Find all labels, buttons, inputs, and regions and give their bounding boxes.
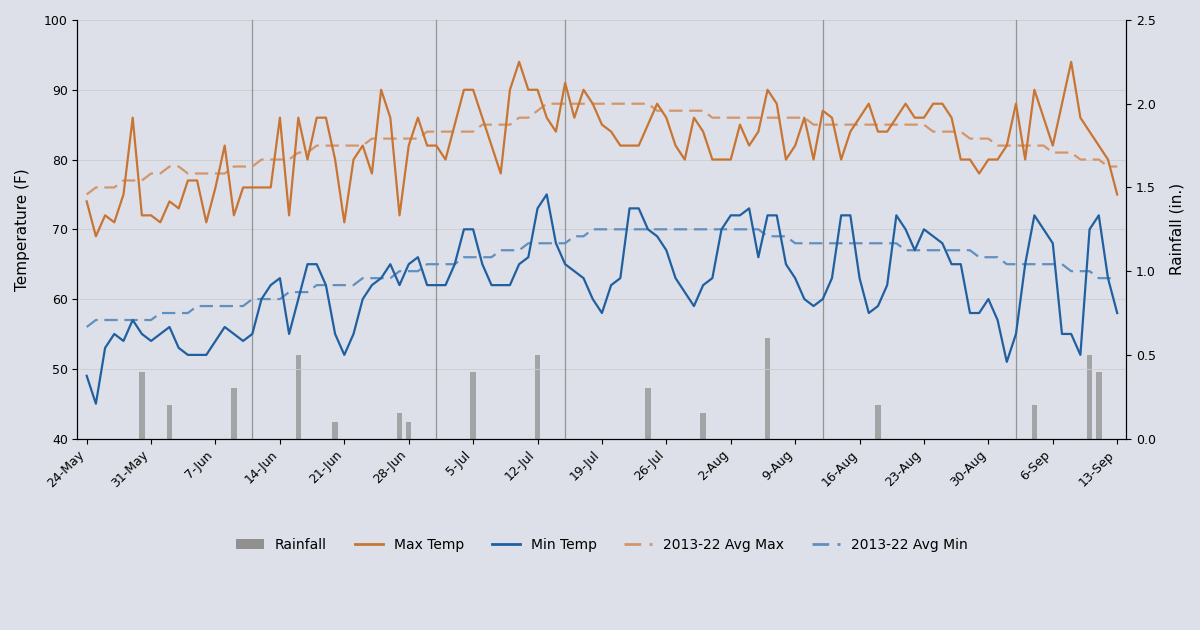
Bar <box>406 422 412 438</box>
Bar <box>167 405 173 438</box>
Bar <box>232 388 236 438</box>
Bar <box>701 413 706 438</box>
Bar <box>332 422 338 438</box>
Y-axis label: Temperature (F): Temperature (F) <box>14 168 30 290</box>
Bar <box>535 355 540 438</box>
Bar <box>764 338 770 438</box>
Bar <box>139 372 145 438</box>
Bar <box>295 355 301 438</box>
Bar <box>470 372 476 438</box>
Bar <box>646 388 650 438</box>
Y-axis label: Rainfall (in.): Rainfall (in.) <box>1170 183 1186 275</box>
Bar <box>1032 405 1037 438</box>
Legend: Rainfall, Max Temp, Min Temp, 2013-22 Avg Max, 2013-22 Avg Min: Rainfall, Max Temp, Min Temp, 2013-22 Av… <box>230 532 973 558</box>
Bar <box>397 413 402 438</box>
Bar <box>1087 355 1092 438</box>
Bar <box>1096 372 1102 438</box>
Bar <box>875 405 881 438</box>
